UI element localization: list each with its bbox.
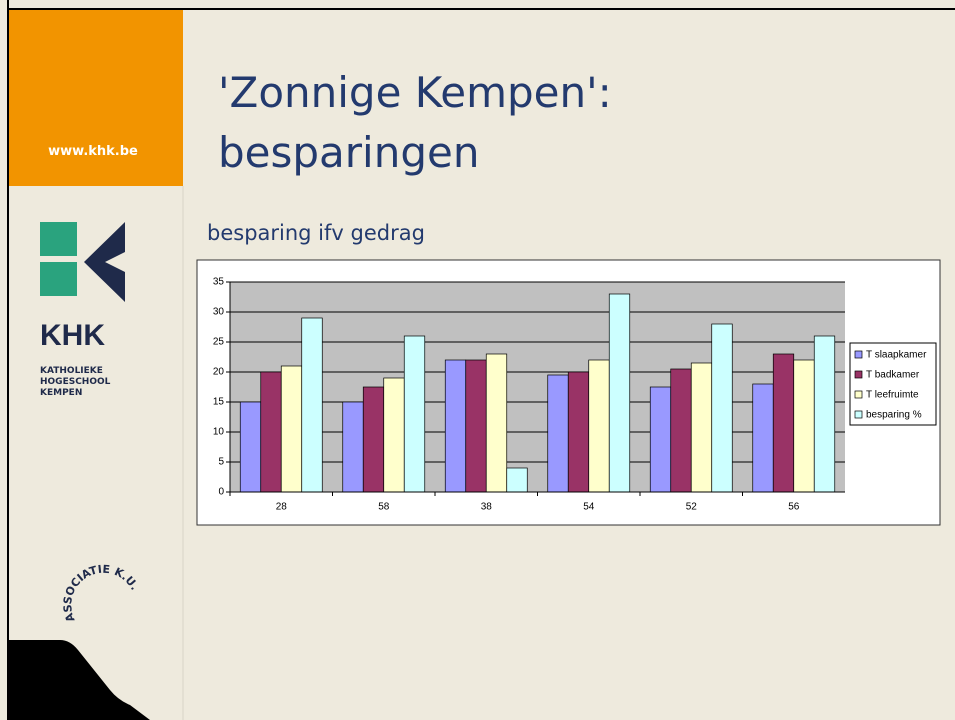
corner-shape (9, 640, 150, 720)
x-tick-label: 52 (686, 502, 698, 513)
bar (362, 386, 385, 493)
logo-square (40, 262, 77, 296)
bar (649, 386, 672, 493)
x-tick-label: 56 (788, 502, 800, 513)
bar (485, 353, 508, 493)
legend-swatch (854, 350, 863, 359)
bar (342, 401, 364, 493)
bar (608, 293, 631, 493)
title: 'Zonnige Kempen': (218, 68, 612, 117)
bar (260, 371, 282, 493)
y-tick-label: 15 (213, 397, 225, 408)
bar (280, 365, 303, 493)
bar (444, 359, 467, 493)
y-tick-label: 25 (213, 337, 225, 348)
bar (793, 359, 815, 493)
y-tick-label: 20 (213, 367, 225, 378)
legend-swatch (854, 370, 863, 379)
logo-square (40, 222, 77, 256)
bar (670, 368, 692, 493)
bar (772, 353, 795, 493)
y-tick-label: 5 (218, 457, 224, 468)
bar (711, 323, 733, 493)
logo-name: KHK (40, 319, 105, 352)
logo-line: KATHOLIEKE (40, 366, 103, 376)
bar (239, 401, 262, 493)
x-tick-label: 54 (583, 502, 595, 513)
plot-area (230, 282, 845, 492)
legend-swatch (854, 410, 863, 419)
bar (547, 374, 569, 493)
x-tick-label: 58 (378, 502, 390, 513)
bar (301, 317, 323, 493)
y-tick-label: 0 (218, 487, 224, 498)
bar (588, 359, 610, 493)
logo-chevron (84, 222, 125, 302)
legend-label: besparing % (866, 410, 922, 421)
y-tick-label: 30 (213, 307, 225, 318)
logo-line: HOGESCHOOL (40, 377, 111, 387)
legend-swatch (854, 390, 863, 399)
subtitle: besparing ifv gedrag (207, 221, 425, 245)
legend-box (849, 342, 937, 426)
bar (403, 335, 426, 493)
y-tick-label: 35 (213, 277, 225, 288)
legend-label: T badkamer (866, 370, 920, 381)
y-tick-label: 10 (213, 427, 225, 438)
x-tick-label: 38 (481, 502, 493, 513)
bar (465, 359, 487, 493)
title: besparingen (218, 128, 479, 177)
website: www.khk.be (48, 144, 138, 159)
bar (506, 467, 528, 493)
legend-label: T leefruimte (866, 390, 919, 401)
bar (813, 335, 836, 493)
bar (752, 383, 774, 493)
bar (567, 371, 590, 493)
bar (690, 362, 713, 493)
orange-block (9, 10, 183, 186)
logo-line: KEMPEN (40, 388, 82, 398)
legend-label: T slaapkamer (866, 350, 927, 361)
bar (383, 377, 405, 493)
x-tick-label: 28 (276, 502, 288, 513)
